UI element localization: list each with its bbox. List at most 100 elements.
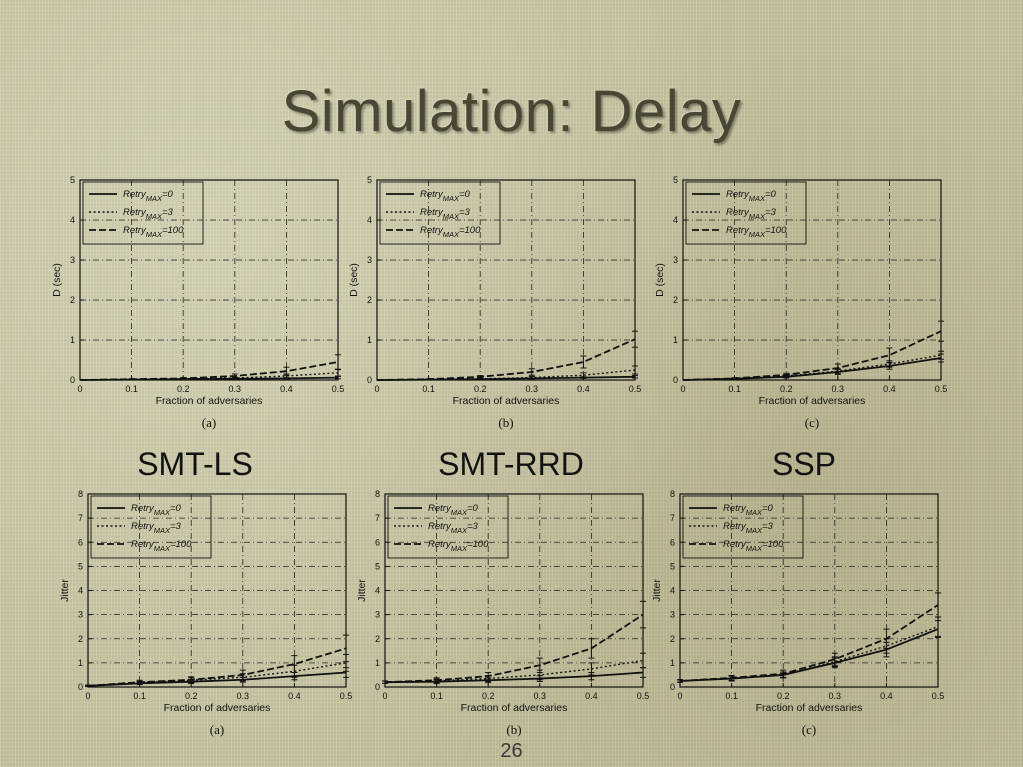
- page-number: 26: [500, 740, 523, 762]
- chart-1-ytick-label-3: 3: [367, 255, 372, 265]
- chart-4-legend-box: [387, 495, 509, 559]
- chart-3-ylabel: Jitter: [59, 579, 71, 602]
- chart-5-ytick-label-6: 6: [670, 537, 675, 547]
- chart-3-xtick-label-2: 0.2: [185, 691, 198, 701]
- chart-3-series-2-line: [87, 647, 347, 687]
- chart-2-ytick-label-3: 3: [673, 255, 678, 265]
- chart-1-plot-frame: [376, 179, 636, 381]
- chart-jitter-smt-ls: 0 0.1 0.2 0.3 0.4 0.5 0 1 2 3 4 5 6 7 8 Fraction of adv…: [59, 489, 352, 737]
- chart-5-ytick-label-5: 5: [670, 561, 675, 571]
- chart-delay-smt-rrd: 0 0.1 0.2 0.3 0.4 0.5 0 1 2 3 4 5 Fraction of advers…: [348, 175, 642, 430]
- chart-5-ytick-label-7: 7: [670, 513, 675, 523]
- chart-5-plot-frame: [679, 493, 939, 688]
- chart-1-ylabel: D (sec): [348, 263, 360, 297]
- chart-4-series-0-line: [384, 671, 644, 684]
- chart-3-legend-box: [90, 495, 212, 559]
- chart-5-xtick-label-3: 0.3: [829, 691, 842, 701]
- chart-0-xtick-label-4: 0.4: [280, 384, 293, 394]
- chart-0-xtick-label-3: 0.3: [229, 384, 242, 394]
- chart-4-legend-label-2: RetryMAX=100: [428, 539, 489, 553]
- chart-1-xtick-label-4: 0.4: [577, 384, 590, 394]
- chart-2-legend-label-2: RetryMAX=100: [726, 225, 787, 239]
- chart-1-legend-label-0: RetryMAX=0: [420, 189, 471, 203]
- group-label-smt-rrd: SMT-RRD: [438, 446, 584, 482]
- chart-3-ytick-label-2: 2: [78, 634, 83, 644]
- chart-5-ytick-label-8: 8: [670, 489, 675, 499]
- chart-3-ytick-label-8: 8: [78, 489, 83, 499]
- chart-3-panel-label: (a): [210, 722, 224, 737]
- chart-5-ytick-label-1: 1: [670, 658, 675, 668]
- chart-1-legend-box: [379, 181, 501, 245]
- chart-delay-ssp: 0 0.1 0.2 0.3 0.4 0.5 0 1 2 3 4 5 Fraction of advers…: [654, 175, 947, 430]
- chart-1-xtick-label-3: 0.3: [526, 384, 539, 394]
- chart-0-ytick-label-1: 1: [70, 335, 75, 345]
- chart-3-series-1-line: [87, 662, 347, 687]
- chart-0-legend-box: [82, 181, 204, 245]
- chart-0-panel-label: (a): [202, 415, 216, 430]
- chart-3-plot-frame: [87, 493, 347, 688]
- chart-5-xlabel: Fraction of adversaries: [756, 702, 863, 714]
- chart-0-ylabel: D (sec): [51, 263, 63, 297]
- chart-0-legend-label-2: RetryMAX=100: [123, 225, 184, 239]
- chart-5-series-2-line: [679, 604, 939, 682]
- chart-2-xtick-label-1: 0.1: [728, 384, 741, 394]
- chart-2-xtick-label-0: 0: [680, 384, 685, 394]
- chart-4-ytick-label-7: 7: [375, 513, 380, 523]
- chart-0-xtick-label-0: 0: [77, 384, 82, 394]
- chart-3-xtick-label-0: 0: [85, 691, 90, 701]
- chart-4-ylabel: Jitter: [356, 579, 368, 602]
- chart-5-series-1-line: [679, 626, 939, 682]
- chart-5-xtick-label-4: 0.4: [880, 691, 893, 701]
- chart-0-xlabel: Fraction of adversaries: [156, 395, 263, 407]
- chart-4-xtick-label-0: 0: [382, 691, 387, 701]
- chart-4-ytick-label-0: 0: [375, 682, 380, 692]
- chart-1-xtick-label-5: 0.5: [629, 384, 642, 394]
- chart-1-legend-label-2: RetryMAX=100: [420, 225, 481, 239]
- chart-5-panel-label: (c): [802, 722, 816, 737]
- chart-0-xtick-label-1: 0.1: [125, 384, 138, 394]
- chart-3-ytick-label-0: 0: [78, 682, 83, 692]
- chart-5-ytick-label-3: 3: [670, 610, 675, 620]
- chart-4-xtick-label-5: 0.5: [637, 691, 650, 701]
- chart-4-plot-frame: [384, 493, 644, 688]
- chart-0-legend-label-1: RetryMAX=3: [123, 207, 174, 221]
- chart-2-ytick-label-2: 2: [673, 295, 678, 305]
- chart-5-ylabel: Jitter: [651, 579, 663, 602]
- chart-2-series-2-line: [682, 330, 942, 381]
- chart-panel-jitter-c: 0 0.1 0.2 0.3 0.4 0.5 0 1 2 3 4 5 6 7 8 Fraction of adv…: [640, 482, 950, 747]
- chart-3-ytick-label-5: 5: [78, 561, 83, 571]
- chart-5-xtick-label-1: 0.1: [725, 691, 738, 701]
- chart-3-series-0-line: [87, 671, 347, 687]
- chart-3-ytick-label-7: 7: [78, 513, 83, 523]
- chart-0-xtick-label-5: 0.5: [332, 384, 345, 394]
- chart-4-panel-label: (b): [506, 722, 521, 737]
- chart-3-ytick-label-3: 3: [78, 610, 83, 620]
- chart-0-ytick-label-3: 3: [70, 255, 75, 265]
- chart-0-plot-frame: [79, 179, 339, 381]
- chart-4-ytick-label-2: 2: [375, 634, 380, 644]
- chart-3-legend-label-1: RetryMAX=3: [131, 521, 182, 535]
- group-label-ssp: SSP: [771, 446, 837, 482]
- chart-4-ytick-label-4: 4: [375, 586, 380, 596]
- chart-delay-smt-ls: 0 0.1 0.2 0.3 0.4 0.5 0 1 2 3 4 5 Fraction of advers…: [51, 175, 345, 430]
- chart-5-series-0-line: [679, 628, 939, 682]
- chart-2-legend-box: [685, 181, 807, 245]
- chart-1-panel-label: (b): [498, 415, 513, 430]
- chart-4-ytick-label-8: 8: [375, 489, 380, 499]
- chart-3-xtick-label-4: 0.4: [288, 691, 301, 701]
- chart-5-xtick-label-0: 0: [677, 691, 682, 701]
- chart-3-ytick-label-6: 6: [78, 537, 83, 547]
- chart-2-xtick-label-3: 0.3: [832, 384, 845, 394]
- chart-5-ytick-label-4: 4: [670, 586, 675, 596]
- chart-2-ytick-label-4: 4: [673, 215, 678, 225]
- chart-panel-jitter-b: 0 0.1 0.2 0.3 0.4 0.5 0 1 2 3 4 5 6 7 8 Fraction of adv…: [345, 482, 655, 747]
- chart-5-xtick-label-5: 0.5: [932, 691, 945, 701]
- chart-1-xtick-label-1: 0.1: [422, 384, 435, 394]
- chart-3-legend-label-2: RetryMAX=100: [131, 539, 192, 553]
- chart-1-xtick-label-2: 0.2: [474, 384, 487, 394]
- chart-5-legend-box: [682, 495, 804, 559]
- chart-0-ytick-label-2: 2: [70, 295, 75, 305]
- slide-title: Simulation: Delay: [281, 79, 742, 144]
- chart-2-legend-label-1: RetryMAX=3: [726, 207, 777, 221]
- chart-1-ytick-label-2: 2: [367, 295, 372, 305]
